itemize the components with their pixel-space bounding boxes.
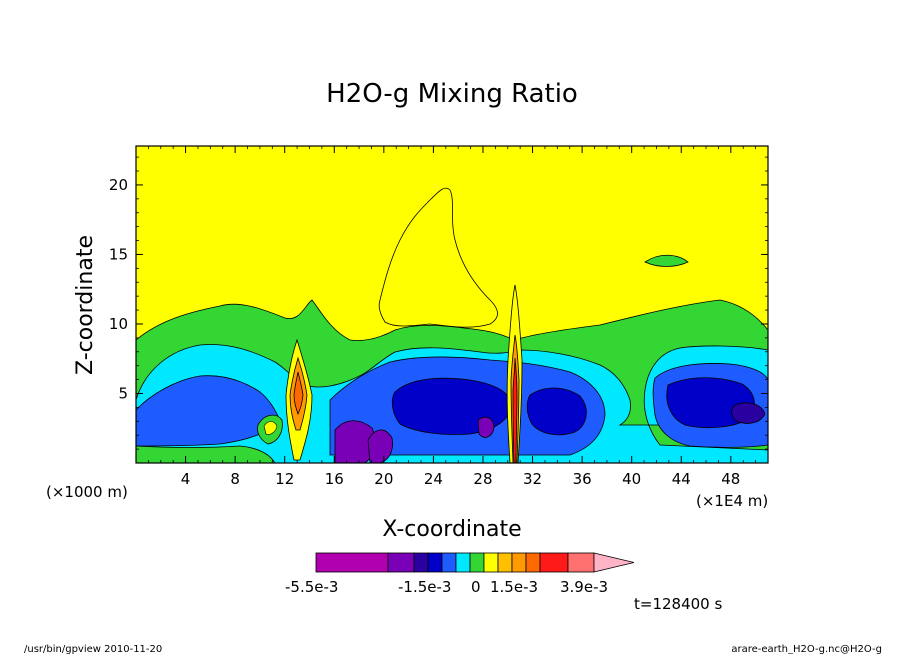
x-axis: 4 8 12 16 20 24 28 32 36 40 44 48 (147, 146, 757, 488)
colorbar-cell (413, 552, 429, 573)
x-tick-label: 36 (573, 470, 592, 488)
colorbar-cell (483, 552, 499, 573)
colorbar-cell (511, 552, 527, 573)
x-tick-label: 40 (622, 470, 641, 488)
contour-region-purple-2 (367, 429, 393, 463)
contour-region-mixed-patch-yellow (263, 421, 278, 435)
colorbar-cell (315, 552, 389, 573)
colorbar-cell (525, 552, 541, 573)
colorbar-cell (427, 552, 443, 573)
footer-left: /usr/bin/gpview 2010-11-20 (24, 644, 162, 654)
x-tick-label: 8 (230, 470, 240, 488)
contour-region-tower-2-red (512, 357, 518, 463)
x-tick-label: 32 (523, 470, 542, 488)
colorbar-label: 0 (471, 578, 481, 596)
x-unit-left: (×1000 m) (46, 483, 128, 501)
contour-region-darkblue-4 (731, 402, 766, 424)
x-tick-label: 24 (424, 470, 443, 488)
x-tick-label: 28 (473, 470, 492, 488)
colorbar-cell (441, 552, 457, 573)
colorbar-cell (387, 552, 415, 573)
y-axis-label: Z-coordinate (73, 235, 98, 375)
y-axis: 5 10 15 20 (109, 156, 768, 450)
x-tick-label: 44 (672, 470, 691, 488)
x-tick-label: 4 (181, 470, 191, 488)
x-axis-label: X-coordinate (382, 517, 521, 542)
contour-region-purple-3 (477, 416, 495, 438)
contour-field (136, 146, 768, 463)
contour-region-green-patch (644, 254, 689, 267)
colorbar-cell (567, 552, 595, 573)
y-tick-label: 20 (109, 176, 128, 194)
plot-frame (135, 145, 769, 464)
contour-region-purple (334, 420, 376, 463)
y-tick-label: 10 (109, 315, 128, 333)
footer-right: arare-earth_H2O-g.nc@H2O-g (731, 644, 882, 654)
colorbar (315, 552, 635, 573)
x-tick-label: 20 (374, 470, 393, 488)
y-tick-label: 5 (118, 384, 128, 402)
y-tick-label: 15 (109, 245, 128, 263)
x-unit-right: (×1E4 m) (696, 492, 768, 510)
contour-region-green-upper (378, 187, 498, 328)
colorbar-labels: -5.5e-3 -1.5e-3 0 1.5e-3 3.9e-3 (285, 578, 608, 596)
colorbar-cell (497, 552, 513, 573)
colorbar-cell (455, 552, 471, 573)
colorbar-label: 3.9e-3 (560, 578, 608, 596)
contour-region-tower-1-red (293, 371, 304, 416)
colorbar-cell (539, 552, 569, 573)
colorbar-cell (469, 552, 485, 573)
x-tick-label: 16 (325, 470, 344, 488)
x-tick-label: 12 (275, 470, 294, 488)
colorbar-label: -1.5e-3 (398, 578, 451, 596)
contour-region-darkblue-2 (526, 387, 587, 436)
chart-title: H2O-g Mixing Ratio (326, 79, 578, 109)
contour-region-blue (136, 375, 281, 447)
contour-region-ground (136, 445, 276, 463)
colorbar-label: -5.5e-3 (285, 578, 338, 596)
x-tick-label: 48 (721, 470, 740, 488)
colorbar-arrow (593, 552, 635, 573)
colorbar-label: 1.5e-3 (490, 578, 538, 596)
time-label: t=128400 s (634, 595, 722, 613)
